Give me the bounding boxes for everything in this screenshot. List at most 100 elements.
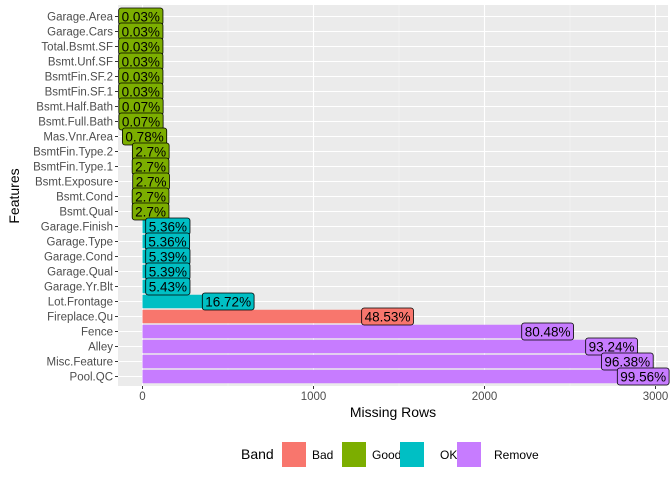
legend-label-good: Good: [372, 448, 401, 462]
x-tick-label: 3000: [643, 391, 669, 403]
x-tick-label: 1000: [301, 391, 327, 403]
data-label: 80.48%: [521, 322, 574, 341]
data-label-text: 5.36%: [149, 219, 187, 234]
data-label-text: 0.03%: [122, 9, 160, 24]
data-label: 5.43%: [145, 277, 191, 296]
data-label-text: 2.7%: [135, 189, 166, 204]
y-tick-label: Bsmt.Unf.SF: [48, 57, 113, 69]
y-tick-label: Bsmt.Half.Bath: [36, 102, 113, 114]
data-label: 5.39%: [145, 262, 191, 281]
y-tick-label: Garage.Cond: [44, 252, 113, 264]
data-label-box: [201, 292, 255, 311]
y-tick-label: Fireplace.Qu: [47, 312, 113, 324]
y-tick-label: Garage.Yr.Blt: [44, 282, 114, 294]
data-label: 2.7%: [131, 202, 170, 221]
y-tick-label: Mas.Vnr.Area: [43, 132, 113, 144]
data-label-text: 5.39%: [149, 249, 187, 264]
data-label: 5.39%: [145, 247, 191, 266]
y-tick-label: Garage.Qual: [47, 267, 113, 279]
data-label-text: 0.03%: [122, 84, 160, 99]
y-tick-label: BsmtFin.Type.1: [33, 162, 113, 174]
data-label: 5.36%: [145, 217, 191, 236]
bar-misc-feature: [142, 354, 626, 369]
data-label-text: 2.7%: [135, 204, 166, 219]
data-label: 96.38%: [601, 352, 654, 371]
y-axis-title: Features: [6, 168, 22, 223]
data-label-text: 2.7%: [135, 159, 166, 174]
data-label: 0.07%: [118, 97, 164, 116]
y-tick-label: Total.Bsmt.SF: [41, 42, 113, 54]
legend: Band Bad Good OK Remove: [241, 442, 539, 467]
y-tick-label: Bsmt.Full.Bath: [38, 117, 113, 129]
data-label-text: 0.78%: [125, 129, 163, 144]
y-tick-label: Alley: [88, 342, 113, 354]
data-label-text: 0.07%: [122, 99, 160, 114]
y-tick-label: BsmtFin.Type.2: [33, 147, 113, 159]
data-label: 2.7%: [131, 157, 170, 176]
data-label: 16.72%: [201, 292, 255, 311]
data-label-text: 0.03%: [122, 39, 160, 54]
data-label-text: 0.07%: [122, 114, 160, 129]
data-label-text: 5.39%: [149, 264, 187, 279]
data-label: 0.03%: [118, 52, 164, 71]
legend-label-remove: Remove: [494, 448, 539, 462]
y-axis: Garage.Area Garage.Cars Total.Bsmt.SF Bsmt.…: [33, 12, 118, 384]
y-tick-label: BsmtFin.SF.1: [45, 87, 113, 99]
data-label-text: 96.38%: [604, 354, 650, 369]
y-tick-label: Bsmt.Qual: [59, 207, 113, 219]
data-label-box: [145, 277, 191, 296]
data-label-box: [521, 322, 574, 341]
x-tick-label: 0: [139, 391, 145, 403]
y-tick-label: Bsmt.Cond: [56, 192, 113, 204]
data-label-text: 5.43%: [149, 279, 187, 294]
data-label-text: 48.53%: [365, 309, 411, 324]
legend-label-bad: Bad: [312, 448, 333, 462]
bar-fireplace-qu: [142, 309, 386, 324]
data-label-text: 93.24%: [589, 339, 635, 354]
x-axis-title: Missing Rows: [350, 404, 436, 420]
data-label-text: 0.03%: [122, 54, 160, 69]
data-label: 0.03%: [118, 67, 164, 86]
data-label-text: 2.7%: [135, 144, 166, 159]
bar-pool-qc: [142, 369, 642, 384]
y-tick-label: Garage.Type: [47, 237, 113, 249]
data-label-text: 5.36%: [148, 234, 186, 249]
x-axis: 0 1000 2000 3000: [139, 386, 668, 403]
data-label: 2.7%: [132, 172, 170, 191]
data-label-text: 80.48%: [525, 324, 571, 339]
data-label: 2.7%: [131, 142, 170, 161]
y-tick-label: Pool.QC: [70, 372, 113, 384]
bar-alley: [142, 339, 610, 354]
data-label: 0.03%: [118, 22, 164, 41]
data-label: 0.03%: [118, 37, 164, 56]
data-label: 2.7%: [131, 187, 170, 206]
data-label-text: 2.7%: [136, 174, 167, 189]
y-tick-label: Lot.Frontage: [48, 297, 113, 309]
data-label: 48.53%: [361, 307, 414, 326]
data-label-text: 16.72%: [205, 294, 251, 309]
bar-fence: [142, 324, 546, 339]
data-label-box: [616, 367, 670, 386]
data-label-box: [361, 307, 414, 326]
data-label: 0.07%: [118, 112, 164, 131]
y-tick-label: Misc.Feature: [47, 357, 113, 369]
data-label: 5.36%: [144, 232, 191, 251]
data-label-text: 99.56%: [620, 369, 666, 384]
y-tick-label: Garage.Area: [47, 12, 113, 24]
data-label: 0.78%: [122, 127, 168, 146]
data-label: 0.03%: [118, 7, 164, 26]
y-tick-label: BsmtFin.SF.2: [45, 72, 113, 84]
data-label: 93.24%: [585, 337, 638, 356]
data-label: 99.56%: [616, 367, 670, 386]
legend-label-ok: OK: [440, 448, 457, 462]
data-label-text: 0.03%: [122, 69, 160, 84]
y-tick-label: Fence: [81, 327, 113, 339]
grid-lines: [118, 5, 668, 386]
x-tick-label: 2000: [472, 391, 498, 403]
data-label: 0.03%: [118, 82, 164, 101]
legend-key-remove: [457, 442, 481, 467]
y-tick-label: Bsmt.Exposure: [35, 177, 113, 189]
legend-key-good: [342, 442, 366, 467]
legend-title: Band: [241, 446, 274, 462]
